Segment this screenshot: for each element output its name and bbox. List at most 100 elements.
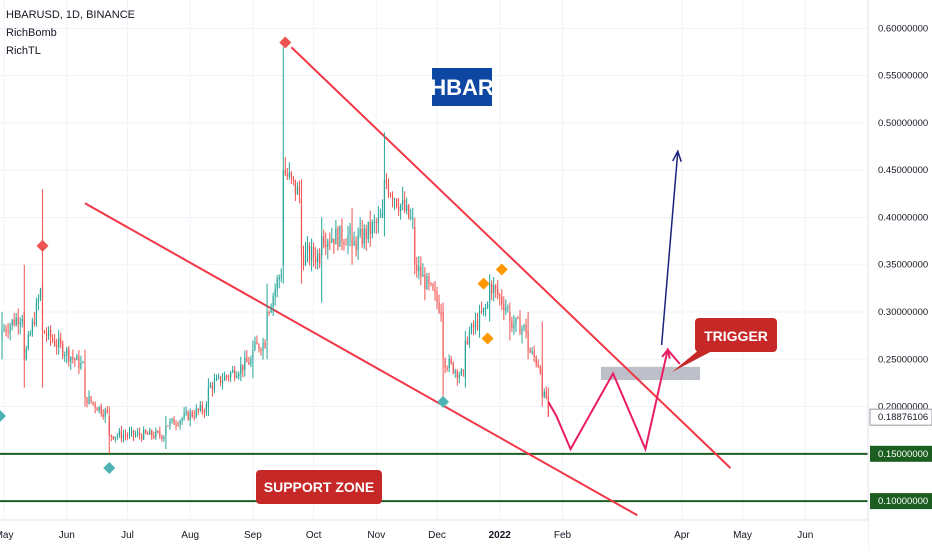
candle-body xyxy=(49,329,52,339)
candle-body xyxy=(319,253,321,264)
chart-title: HBAR xyxy=(430,75,494,100)
candle-body xyxy=(460,369,462,375)
candle-body xyxy=(13,319,15,325)
candle-body xyxy=(349,226,351,235)
candle-body xyxy=(37,298,40,303)
candle-body xyxy=(383,179,386,218)
candle-body xyxy=(484,307,487,309)
x-tick-label: Apr xyxy=(674,530,690,541)
candle-body xyxy=(143,430,145,440)
candle-body xyxy=(64,354,66,356)
candle-body xyxy=(517,317,519,319)
candle-body xyxy=(90,396,92,402)
candle-body xyxy=(110,434,112,437)
candle-body xyxy=(521,328,523,335)
candle-body xyxy=(454,370,456,374)
candle-body xyxy=(27,335,29,349)
chart-title-bg xyxy=(432,68,492,106)
candle-body xyxy=(94,403,96,409)
indicator-richtl[interactable]: RichTL xyxy=(6,45,41,57)
y-tick-label: 0.25000000 xyxy=(878,354,928,365)
candle-body xyxy=(476,320,479,329)
candle-body xyxy=(76,355,78,361)
candle-body xyxy=(163,437,165,439)
candle-body xyxy=(547,397,549,417)
candle-body xyxy=(219,376,222,384)
candle-body xyxy=(337,228,339,247)
candle-body xyxy=(329,241,331,243)
candle-body xyxy=(246,357,248,363)
candle-body xyxy=(270,307,272,313)
candle-body xyxy=(511,321,513,328)
candle-body xyxy=(167,425,169,427)
candle-body xyxy=(116,435,118,437)
candle-body xyxy=(541,368,543,398)
candle-body xyxy=(181,418,183,421)
signal-marker xyxy=(36,239,49,252)
candle-body xyxy=(130,430,133,433)
candle-body xyxy=(335,228,337,245)
candle-body xyxy=(276,279,278,290)
candle-body xyxy=(359,228,361,235)
indicator-richbomb[interactable]: RichBomb xyxy=(6,27,57,39)
symbol-header[interactable]: HBARUSD, 1D, BINANCE xyxy=(6,9,135,21)
last-price-box xyxy=(869,408,932,426)
candle-body xyxy=(280,275,282,278)
candle-body xyxy=(420,266,422,277)
candle-body xyxy=(379,216,381,218)
candle-body xyxy=(242,364,244,371)
time-axis-bg xyxy=(0,520,868,550)
trigger-callout-pointer xyxy=(672,349,716,372)
candle-body xyxy=(480,311,483,313)
candle-body xyxy=(126,435,129,437)
candle-body xyxy=(442,312,444,360)
candle-body xyxy=(84,368,86,398)
y-tick-label: 0.55000000 xyxy=(878,71,928,82)
candle-body xyxy=(250,358,252,365)
candle-body xyxy=(515,317,517,325)
candle-body xyxy=(527,330,529,350)
candle-body xyxy=(286,174,288,177)
candle-body xyxy=(56,345,58,347)
candle-body xyxy=(533,351,535,358)
candle-body xyxy=(86,397,88,404)
candle-body xyxy=(236,376,238,378)
candle-body xyxy=(395,199,398,207)
candle-body xyxy=(519,317,521,335)
candle-body xyxy=(543,391,545,398)
projection-arrowhead xyxy=(661,347,671,359)
candle-body xyxy=(5,329,7,332)
candle-body xyxy=(179,420,181,426)
candle-body xyxy=(400,204,402,212)
time-axis[interactable]: May Jun Jul Aug Sep Oct Nov Dec 2022 Feb Apr May Jun xyxy=(0,519,868,550)
candle-body xyxy=(21,318,23,322)
candle-body xyxy=(78,355,80,369)
candle-body xyxy=(195,408,197,417)
candle-body xyxy=(402,200,404,205)
signal-marker xyxy=(477,277,490,290)
candle-body xyxy=(298,186,301,196)
x-tick-label: Sep xyxy=(244,530,262,541)
candle-body xyxy=(282,170,284,265)
support-price-tag: 0.10000000 xyxy=(870,493,932,510)
candle-body xyxy=(25,348,27,360)
candle-body xyxy=(260,349,262,352)
candle-body xyxy=(491,283,493,294)
candle-body xyxy=(472,324,475,328)
candle-body xyxy=(80,362,82,369)
candle-body xyxy=(244,357,246,371)
candle-body xyxy=(456,370,458,378)
candle-body xyxy=(19,321,21,325)
candle-body xyxy=(134,434,137,436)
candle-body xyxy=(221,380,224,384)
candle-body xyxy=(92,401,94,404)
price-axis[interactable]: 0.60000000 0.55000000 0.50000000 0.45000000… xyxy=(867,0,932,550)
candle-body xyxy=(296,186,299,195)
candle-body xyxy=(353,240,355,246)
candle-body xyxy=(215,377,218,381)
candle-body xyxy=(191,412,193,417)
signal-markers-layer xyxy=(0,36,508,474)
candle-body xyxy=(306,245,309,252)
